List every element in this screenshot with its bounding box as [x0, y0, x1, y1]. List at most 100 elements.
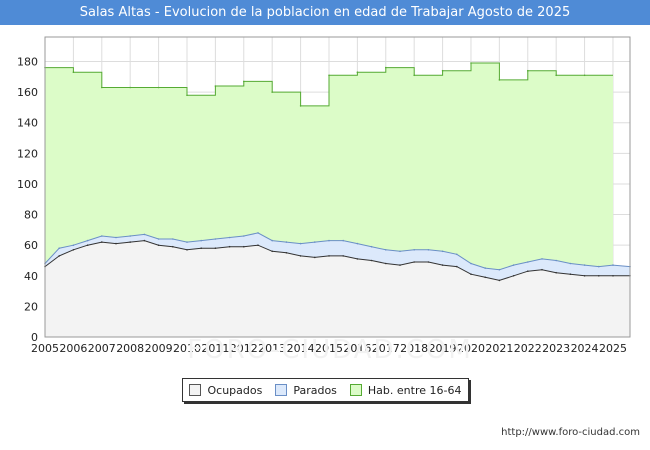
data-point-hab-entre-16-64 [186, 94, 188, 96]
legend-item-ocupados: Ocupados [189, 384, 262, 397]
data-point-ocupados [498, 279, 501, 282]
data-point-ocupados [399, 264, 401, 266]
data-point-parados [470, 262, 472, 265]
x-tick-label: 2025 [599, 342, 627, 355]
data-point-ocupados [583, 275, 586, 277]
data-point-ocupados [129, 241, 131, 243]
data-point-ocupados [228, 245, 231, 248]
x-tick-label: 2013 [258, 342, 286, 355]
data-point-parados [583, 264, 586, 266]
data-point-hab-entre-16-64 [470, 62, 472, 64]
data-point-hab-entre-16-64 [583, 74, 586, 77]
legend-item-habitantes: Hab. entre 16-64 [349, 383, 462, 397]
data-point-ocupados [555, 271, 557, 274]
data-point-ocupados [512, 275, 515, 277]
x-tick-label: 2019 [429, 342, 457, 355]
x-tick-label: 2016 [343, 342, 371, 355]
data-point-parados [498, 268, 501, 271]
data-point-hab-entre-16-64 [72, 71, 75, 73]
data-point-parados [299, 242, 302, 245]
data-point-ocupados [157, 244, 160, 246]
data-point-parados [527, 261, 529, 263]
source-url[interactable]: http://www.foro-ciudad.com [501, 427, 640, 438]
data-point-parados [328, 239, 330, 242]
x-tick-label: 2015 [315, 342, 343, 355]
legend-swatch-habitantes [349, 384, 362, 396]
data-point-parados [413, 249, 416, 251]
x-tick-label: 2017 [372, 342, 400, 355]
data-point-ocupados [271, 250, 274, 253]
data-point-hab-entre-16-64 [385, 66, 387, 69]
data-point-parados [271, 239, 274, 242]
data-point-ocupados [470, 273, 472, 275]
series-line-parados [44, 232, 631, 271]
series-line-ocupados [44, 240, 630, 281]
data-point-parados [285, 241, 288, 243]
data-point-ocupados [441, 264, 444, 266]
x-tick-label: 2008 [116, 342, 144, 355]
legend-label-ocupados: Ocupados [207, 383, 263, 397]
data-point-parados [541, 258, 543, 260]
data-point-parados [172, 238, 174, 240]
data-point-hab-entre-16-64 [441, 69, 444, 72]
data-point-hab-entre-16-64 [243, 80, 245, 83]
data-point-hab-entre-16-64 [157, 86, 160, 89]
legend-swatch-ocupados [189, 384, 202, 396]
data-point-parados [186, 241, 188, 243]
data-point-ocupados [541, 268, 543, 271]
data-point-ocupados [612, 275, 614, 277]
data-point-hab-entre-16-64 [101, 86, 103, 89]
data-point-parados [58, 247, 60, 249]
data-point-parados [456, 253, 458, 256]
data-point-hab-entre-16-64 [328, 74, 330, 77]
data-point-parados [598, 265, 600, 268]
x-tick-label: 2023 [542, 342, 570, 355]
plot-frame [44, 36, 631, 338]
data-point-ocupados [243, 245, 245, 248]
y-tick-label: 0 [31, 331, 38, 344]
data-point-parados [569, 262, 572, 265]
legend: Ocupados Parados Hab. entre 16-64 [182, 378, 469, 402]
data-point-parados [257, 232, 259, 234]
data-point-ocupados [214, 247, 217, 249]
data-point-ocupados [257, 244, 259, 246]
data-point-parados [129, 235, 131, 237]
legend-item-parados: Parados [275, 384, 337, 397]
data-point-ocupados [186, 249, 188, 251]
data-point-ocupados [370, 259, 373, 262]
data-point-parados [484, 267, 487, 269]
data-point-parados [143, 233, 146, 236]
y-tick-label: 140 [17, 117, 38, 130]
data-point-parados [612, 264, 614, 266]
data-point-parados [342, 239, 345, 242]
x-tick-label: 2020 [457, 342, 485, 355]
data-point-hab-entre-16-64 [413, 74, 416, 77]
data-point-ocupados [456, 265, 458, 268]
data-point-ocupados [527, 270, 529, 272]
data-point-ocupados [58, 255, 60, 257]
y-axis-ticks: 0 20 40 60 80 100 120 140 160 180 [17, 55, 38, 344]
data-point-ocupados [299, 255, 302, 257]
data-point-ocupados [413, 261, 416, 263]
data-point-hab-entre-16-64 [527, 69, 529, 72]
data-point-hab-entre-16-64 [271, 91, 274, 93]
data-point-hab-entre-16-64 [498, 79, 501, 81]
data-point-ocupados [385, 262, 387, 265]
data-point-parados [86, 239, 89, 242]
y-tick-label: 100 [17, 178, 38, 191]
data-point-parados [243, 235, 245, 237]
data-point-parados [370, 245, 373, 248]
legend-label-habitantes: Hab. entre 16-64 [367, 383, 462, 397]
y-tick-label: 60 [24, 239, 38, 252]
data-point-parados [72, 244, 75, 246]
data-point-ocupados [285, 252, 288, 254]
chart-title: Salas Altas - Evolucion de la poblacion … [0, 0, 650, 25]
data-point-hab-entre-16-64 [129, 86, 131, 89]
data-point-ocupados [598, 275, 600, 277]
x-tick-label: 2012 [230, 342, 258, 355]
series-layer [44, 36, 631, 338]
x-tick-label: 2007 [88, 342, 116, 355]
data-point-parados [356, 242, 359, 245]
x-tick-label: 2011 [201, 342, 229, 355]
